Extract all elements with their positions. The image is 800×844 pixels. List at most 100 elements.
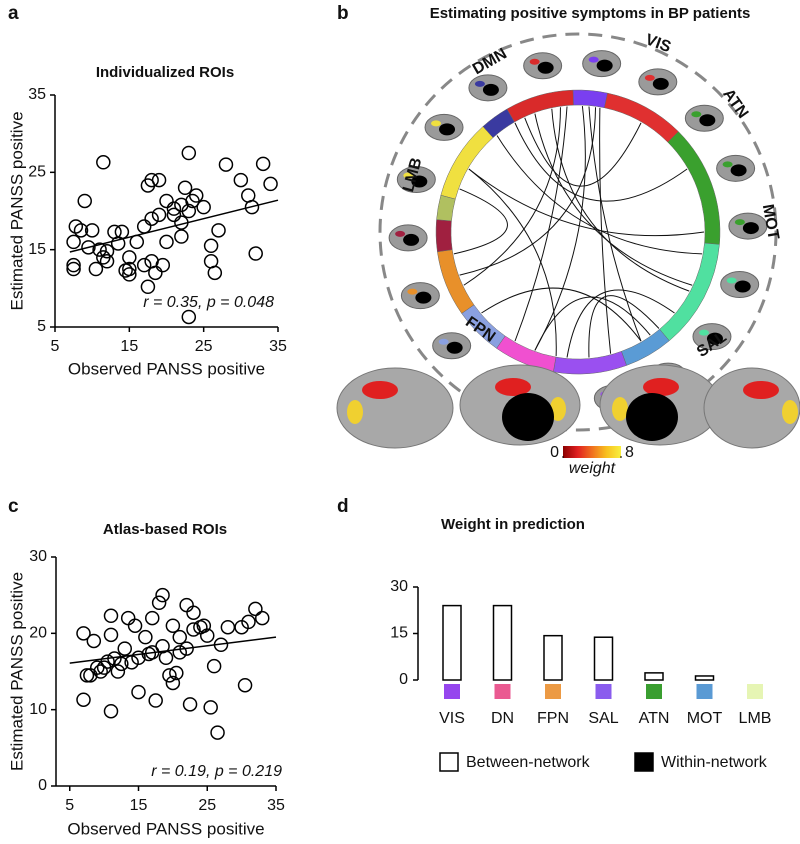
brain-center: [482, 83, 499, 96]
chart-title: Weight in prediction: [441, 516, 585, 533]
data-point: [103, 627, 119, 643]
y-tick-label: 0: [399, 671, 408, 688]
chord: [468, 168, 705, 237]
brain-activation: [643, 378, 679, 396]
brain-region: [722, 161, 733, 168]
data-point: [172, 645, 187, 660]
x-tick-label: 5: [51, 338, 60, 355]
y-tick-label: 35: [28, 86, 46, 103]
legend-swatch: [634, 752, 654, 772]
data-point: [165, 618, 181, 633]
network-label: VIS: [643, 31, 673, 56]
brain-activation: [782, 400, 798, 424]
x-tick-label: ATN: [639, 710, 670, 727]
data-point: [136, 219, 152, 234]
panel-letter: d: [337, 496, 349, 517]
chord: [551, 108, 690, 292]
data-point: [122, 267, 137, 282]
chart-title: Atlas-based ROIs: [103, 521, 227, 538]
brain-center: [699, 114, 716, 127]
data-point: [81, 240, 96, 255]
data-point: [181, 309, 197, 325]
data-point: [210, 725, 225, 740]
brain-region: [395, 230, 406, 237]
x-tick-label: VIS: [439, 710, 465, 727]
data-point: [165, 675, 181, 691]
data-point: [131, 684, 146, 700]
data-point: [159, 193, 174, 209]
data-point: [166, 207, 182, 223]
data-point: [131, 650, 146, 666]
x-tick-label: 35: [267, 797, 285, 814]
data-point: [66, 234, 81, 250]
y-tick-label: 15: [28, 241, 46, 258]
data-point: [99, 254, 115, 269]
ring-segment: [435, 219, 453, 253]
data-point: [162, 668, 177, 683]
brain-activation: [612, 397, 628, 421]
data-point: [203, 238, 219, 254]
data-point: [148, 265, 163, 281]
chord: [534, 106, 586, 351]
data-point: [248, 246, 263, 261]
data-point: [100, 654, 115, 669]
brain-center: [411, 175, 428, 188]
data-point: [76, 692, 91, 707]
legend-label: Between-network: [466, 754, 591, 771]
data-point: [181, 203, 197, 219]
data-point: [255, 156, 271, 172]
data-point: [92, 242, 107, 257]
data-point: [211, 223, 226, 238]
fit-line: [69, 199, 279, 253]
brain-center: [742, 222, 759, 235]
chord: [496, 135, 703, 255]
ring-segment: [506, 89, 574, 123]
network-label: MOT: [759, 203, 782, 241]
bar: [644, 672, 664, 681]
colorbar: [563, 446, 621, 458]
data-point: [114, 224, 130, 240]
x-tick-label: 35: [269, 338, 287, 355]
x-tick-label: LMB: [739, 710, 772, 727]
bar: [694, 675, 715, 681]
data-point: [155, 587, 170, 603]
chart-title: Individualized ROIs: [96, 64, 234, 81]
panel-letter: a: [8, 3, 19, 24]
x-tick-label: 5: [65, 797, 74, 814]
y-tick-label: 20: [29, 625, 47, 642]
x-tick-label: 15: [130, 797, 148, 814]
brain-center: [403, 233, 420, 246]
category-swatch: [747, 684, 763, 699]
brain-region: [431, 120, 442, 127]
chord: [534, 113, 693, 286]
brain-region: [726, 277, 737, 284]
y-tick-label: 10: [29, 701, 47, 718]
data-point: [241, 614, 256, 630]
data-point: [200, 628, 215, 643]
ring-segment: [604, 92, 679, 143]
brain-medial: [502, 393, 554, 441]
legend-swatch: [439, 752, 459, 772]
chart-title: Estimating positive symptoms in BP patie…: [430, 5, 751, 22]
data-point: [218, 157, 234, 172]
data-point: [136, 257, 152, 273]
chord: [453, 188, 508, 255]
brain-activation: [347, 400, 363, 424]
category-swatch: [646, 684, 662, 699]
x-tick-label: 25: [198, 797, 216, 814]
data-point: [73, 223, 89, 238]
category-swatch: [444, 684, 460, 699]
data-point: [144, 172, 159, 188]
brain-region: [644, 74, 655, 81]
brain-medial: [626, 393, 678, 441]
bar: [492, 604, 513, 681]
brain-region: [691, 111, 702, 118]
data-point: [129, 234, 145, 250]
ring-segment: [553, 351, 627, 375]
data-point: [158, 650, 174, 666]
category-swatch: [696, 684, 713, 699]
data-point: [120, 610, 136, 626]
data-point: [79, 668, 95, 683]
data-point: [196, 618, 212, 633]
